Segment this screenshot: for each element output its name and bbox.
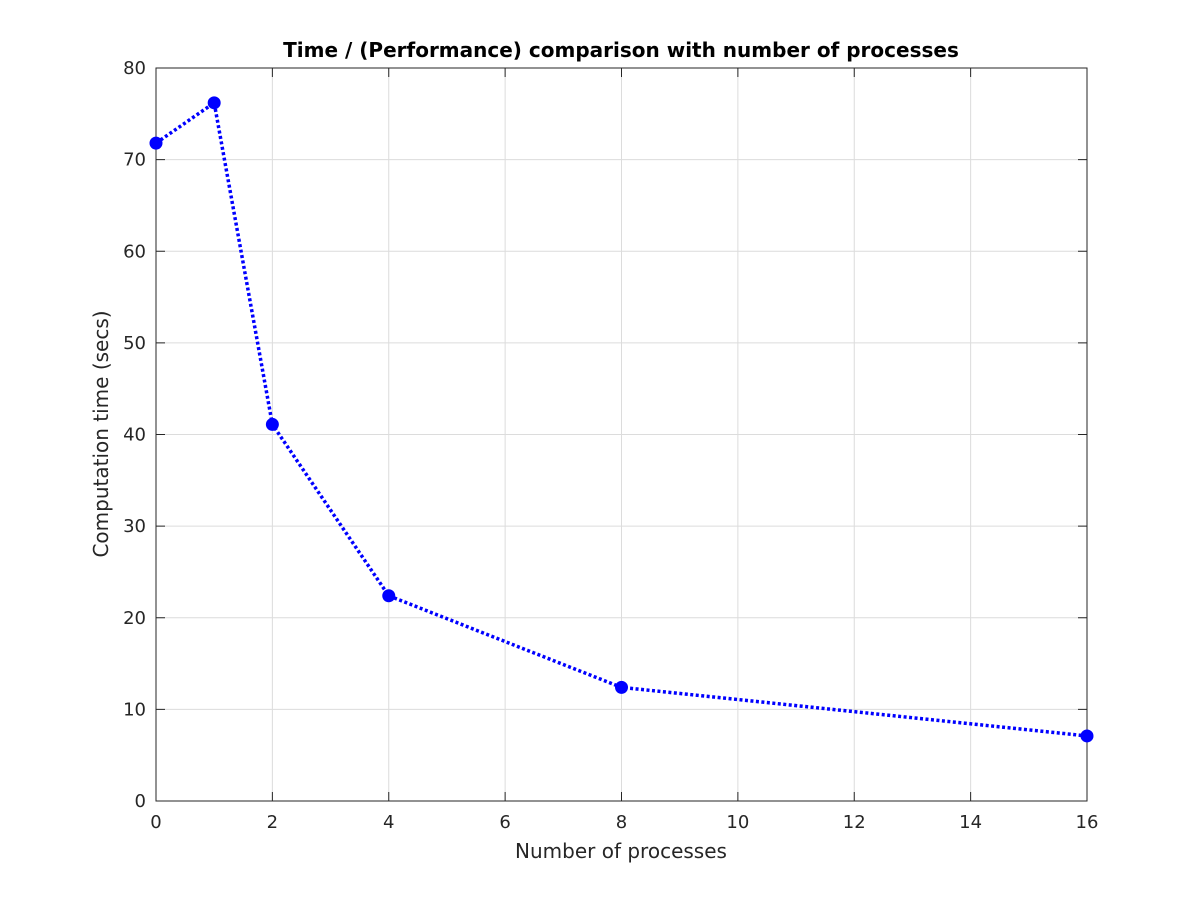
- data-point: [615, 680, 628, 694]
- y-tick-label: 50: [123, 333, 146, 354]
- data-point: [382, 589, 396, 603]
- data-point: [265, 417, 279, 431]
- y-tick-label: 70: [123, 150, 146, 171]
- y-tick-label: 20: [123, 608, 146, 629]
- x-tick-label: 2: [267, 812, 278, 833]
- x-tick-label: 16: [1076, 812, 1099, 833]
- y-tick-label: 80: [123, 58, 146, 79]
- y-tick-label: 60: [123, 241, 146, 262]
- x-tick-label: 6: [499, 812, 510, 833]
- data-point: [1080, 729, 1094, 743]
- x-axis-label: Number of processes: [515, 839, 727, 863]
- x-tick-label: 8: [616, 812, 627, 833]
- y-tick-label: 30: [123, 516, 146, 537]
- data-point: [207, 96, 221, 110]
- y-tick-label: 0: [135, 791, 146, 812]
- x-tick-label: 12: [843, 812, 866, 833]
- x-tick-label: 0: [150, 812, 161, 833]
- x-tick-label: 14: [959, 812, 982, 833]
- x-tick-label: 4: [383, 812, 394, 833]
- axis-ticks: 0 2 4 6 8 10 12 14 16 0 10 20 30 40 50 60 70 80: [123, 58, 1098, 833]
- y-tick-label: 10: [123, 699, 146, 720]
- data-point: [149, 136, 163, 150]
- y-axis-label: Computation time (secs): [89, 310, 113, 557]
- y-tick-label: 40: [123, 425, 146, 446]
- series-line: [155, 99, 1088, 738]
- x-tick-label: 10: [726, 812, 749, 833]
- series-layer: [149, 96, 1094, 743]
- chart-title: Time / (Performance) comparison with num…: [283, 38, 959, 62]
